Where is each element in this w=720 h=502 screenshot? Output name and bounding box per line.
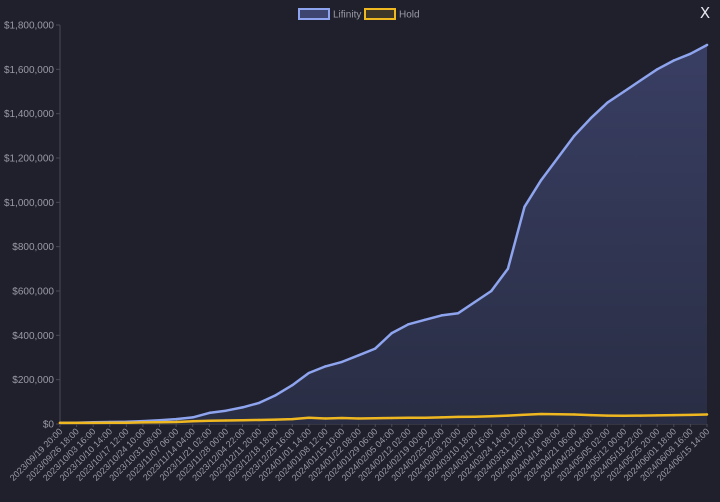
data-point: [75, 421, 78, 425]
legend-label-hold: Hold: [399, 10, 420, 21]
legend-swatch-hold: [364, 8, 396, 20]
data-point: [490, 415, 493, 418]
data-point: [357, 354, 360, 357]
data-point: [390, 416, 393, 420]
y-tick-label: $1,400,000: [4, 109, 54, 120]
data-point: [589, 116, 593, 120]
data-point: [141, 421, 145, 424]
data-point: [174, 417, 178, 421]
close-button[interactable]: X: [699, 4, 711, 22]
data-point: [307, 371, 311, 375]
data-point: [390, 331, 393, 335]
data-point: [274, 418, 277, 421]
data-point: [224, 419, 228, 422]
data-point: [340, 416, 344, 420]
data-point: [556, 413, 559, 416]
data-point: [672, 413, 676, 417]
data-point: [241, 406, 244, 409]
y-tick-label: $800,000: [12, 242, 54, 253]
data-point: [440, 416, 443, 419]
data-point: [158, 421, 161, 424]
data-point: [506, 267, 510, 271]
data-point: [689, 413, 692, 417]
data-point: [307, 416, 311, 419]
legend-swatch-lifinity: [298, 8, 330, 20]
series-line-hold: [58, 412, 709, 425]
data-point: [324, 365, 327, 368]
data-point: [622, 414, 626, 417]
data-point: [639, 414, 642, 417]
data-point: [573, 134, 576, 138]
legend-label-lifinity: Lifinity: [333, 10, 361, 21]
data-point: [523, 205, 526, 208]
data-point: [556, 156, 559, 160]
data-point: [473, 300, 476, 304]
y-tick-label: $1,000,000: [4, 198, 54, 209]
data-point: [456, 415, 460, 419]
data-point: [656, 414, 659, 417]
data-point: [573, 413, 576, 416]
data-point: [639, 79, 642, 82]
data-point: [208, 419, 211, 422]
data-point: [324, 417, 327, 420]
data-point: [208, 411, 211, 415]
y-tick-label: $400,000: [12, 331, 54, 342]
data-point: [374, 417, 377, 420]
y-tick-label: $600,000: [12, 287, 54, 298]
y-tick-label: $1,200,000: [4, 154, 54, 165]
data-point: [291, 384, 294, 387]
y-tick-label: $1,600,000: [4, 65, 54, 76]
data-point: [91, 421, 95, 425]
data-point: [705, 43, 709, 47]
series-area-lifinity: [60, 45, 707, 424]
y-tick-label: $200,000: [12, 375, 54, 386]
data-point: [456, 311, 460, 315]
data-point: [241, 419, 244, 422]
data-point: [224, 409, 228, 412]
data-point: [257, 418, 261, 422]
data-point: [374, 347, 377, 350]
data-point: [125, 421, 128, 424]
data-point: [108, 421, 111, 424]
data-point: [705, 413, 709, 416]
data-point: [506, 414, 510, 417]
data-point: [473, 415, 476, 418]
data-point: [656, 68, 659, 71]
data-point: [490, 289, 493, 293]
data-point: [606, 414, 609, 417]
data-point: [423, 416, 427, 419]
data-point: [257, 401, 261, 405]
data-point: [523, 413, 526, 416]
data-point: [174, 420, 178, 424]
data-point: [672, 59, 676, 62]
data-point: [357, 417, 360, 420]
data-point: [539, 178, 543, 182]
data-point: [407, 416, 410, 419]
data-point: [606, 101, 609, 104]
data-point: [340, 360, 344, 364]
data-point: [423, 318, 427, 322]
data-point: [191, 420, 194, 423]
data-point: [291, 417, 294, 421]
data-point: [589, 413, 593, 417]
data-point: [539, 412, 543, 416]
data-point: [440, 314, 443, 317]
series-line-lifinity: [58, 43, 709, 425]
data-point: [622, 90, 626, 93]
y-tick-label: $0: [43, 420, 55, 431]
data-point: [689, 52, 692, 56]
data-point: [274, 393, 277, 397]
data-point: [158, 419, 161, 422]
data-point: [407, 323, 410, 326]
data-point: [58, 421, 62, 425]
data-point: [191, 416, 194, 419]
y-tick-label: $1,800,000: [4, 21, 54, 32]
